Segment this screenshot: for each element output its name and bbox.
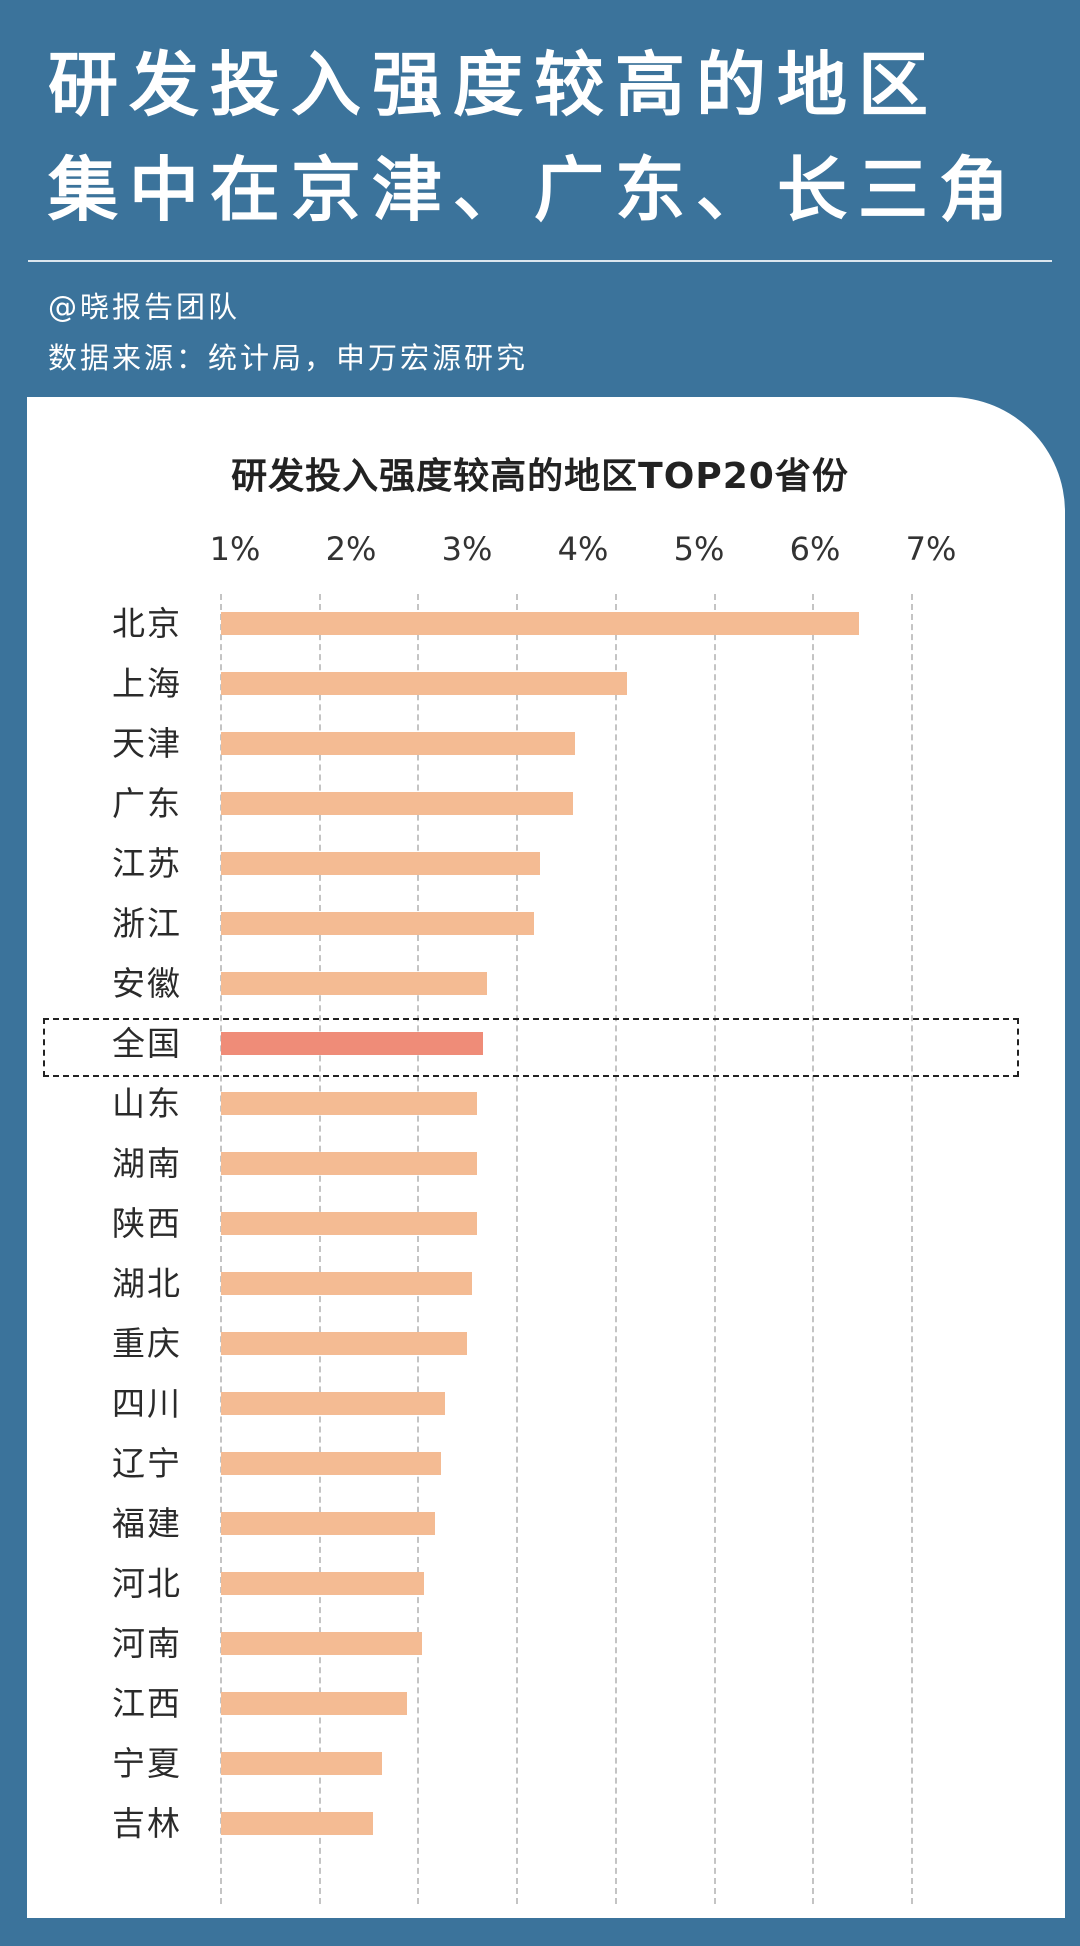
gridline: [910, 594, 913, 1904]
bar: [221, 612, 859, 635]
gridline: [812, 594, 815, 1904]
national-average-highlight-box: [43, 1018, 1019, 1077]
bar: [221, 1272, 472, 1295]
author-credit: @晓报告团队: [48, 290, 241, 324]
category-label: 上海: [112, 664, 182, 703]
bar: [221, 732, 576, 755]
bar: [221, 672, 627, 695]
bar: [221, 1572, 425, 1595]
category-label: 重庆: [112, 1324, 182, 1363]
headline-line-1: 研发投入强度较高的地区: [48, 44, 939, 126]
category-label: 湖北: [112, 1264, 182, 1303]
category-label: 山东: [112, 1084, 182, 1123]
chart-title: 研发投入强度较高的地区TOP20省份: [231, 456, 849, 497]
category-label: 河北: [112, 1564, 182, 1603]
category-label: 四川: [112, 1384, 182, 1423]
category-label: 全国: [112, 1024, 182, 1063]
gridline: [220, 594, 222, 1904]
x-tick-label: 1%: [209, 530, 261, 568]
bar: [221, 1812, 373, 1835]
category-label: 北京: [112, 604, 182, 643]
bar: [221, 1692, 407, 1715]
bar: [221, 1092, 477, 1115]
chart-card: [27, 397, 1065, 1918]
x-tick-label: 2%: [325, 530, 377, 568]
x-tick-label: 4%: [557, 530, 609, 568]
bar: [221, 1212, 477, 1235]
x-tick-label: 3%: [441, 530, 493, 568]
category-label: 广东: [112, 784, 182, 823]
gridline: [417, 594, 420, 1904]
gridline: [614, 594, 617, 1904]
category-label: 宁夏: [112, 1744, 182, 1783]
category-label: 辽宁: [112, 1444, 182, 1483]
bar: [221, 792, 574, 815]
x-tick-label: 7%: [905, 530, 957, 568]
category-label: 吉林: [112, 1804, 182, 1843]
category-label: 河南: [112, 1624, 182, 1663]
category-label: 湖南: [112, 1144, 182, 1183]
bar: [221, 1152, 477, 1175]
bar: [221, 912, 534, 935]
category-label: 江苏: [112, 844, 182, 883]
gridline: [516, 594, 519, 1904]
gridline: [713, 594, 716, 1904]
x-tick-label: 5%: [673, 530, 725, 568]
bar: [221, 1752, 382, 1775]
bar: [221, 1452, 442, 1475]
category-label: 安徽: [112, 964, 182, 1003]
bar: [221, 1632, 423, 1655]
data-source: 数据来源：统计局，申万宏源研究: [48, 341, 529, 375]
category-label: 福建: [112, 1504, 182, 1543]
bar: [221, 972, 487, 995]
bar: [221, 852, 540, 875]
gridline: [318, 594, 321, 1904]
category-label: 浙江: [112, 904, 182, 943]
x-tick-label: 6%: [789, 530, 841, 568]
bar: [221, 1392, 446, 1415]
category-label: 天津: [112, 724, 182, 763]
divider: [28, 260, 1052, 262]
bar: [221, 1512, 436, 1535]
bar-national-average: [221, 1032, 483, 1055]
bar: [221, 1332, 467, 1355]
headline-line-2: 集中在京津、广东、长三角: [48, 149, 1020, 231]
category-label: 江西: [112, 1684, 182, 1723]
category-label: 陕西: [112, 1204, 182, 1243]
